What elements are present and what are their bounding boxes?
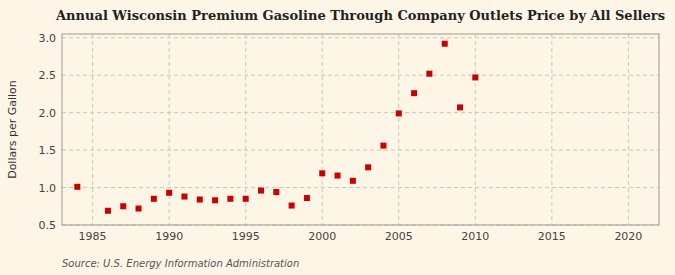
point (289, 203, 295, 209)
y-tick-label: 0.5 (39, 219, 57, 232)
points (74, 41, 478, 214)
point (319, 170, 325, 176)
point (396, 110, 402, 116)
point (365, 164, 371, 170)
x-tick-label: 2010 (461, 230, 489, 243)
plot-frame (62, 34, 659, 225)
point (304, 195, 310, 201)
point (380, 143, 386, 149)
point (181, 194, 187, 200)
point (151, 196, 157, 202)
point (411, 90, 417, 96)
y-tick-label: 1.5 (39, 144, 57, 157)
point (212, 197, 218, 203)
point (243, 196, 249, 202)
grid (62, 34, 659, 225)
point (227, 196, 233, 202)
point (273, 189, 279, 195)
y-tick-label: 2.0 (39, 107, 57, 120)
tick-labels: 1985 1990 1995 2000 2005 2010 2015 2020 0.5 1.0 1.… (39, 32, 643, 243)
point (442, 41, 448, 47)
chart: Annual Wisconsin Premium Gasoline Throug… (0, 0, 675, 275)
grid-line-y (62, 112, 659, 113)
grid-line-y (62, 75, 659, 76)
point (120, 203, 126, 209)
x-tick-label: 1985 (79, 230, 107, 243)
title: Annual Wisconsin Premium Gasoline Throug… (55, 8, 665, 23)
grid-line-y (62, 187, 659, 188)
grid-line-x (398, 34, 399, 225)
x-tick-label: 1995 (232, 230, 260, 243)
source-note: Source: U.S. Energy Information Administ… (62, 258, 299, 269)
point (166, 190, 172, 196)
y-tick-label: 3.0 (39, 32, 57, 45)
grid-line-y (62, 150, 659, 151)
grid-line-x (92, 34, 93, 225)
point (335, 173, 341, 179)
y-tick-label: 1.0 (39, 182, 57, 195)
grid-line-x (169, 34, 170, 225)
point (426, 71, 432, 77)
grid-line-y (62, 37, 659, 38)
point (457, 104, 463, 110)
x-tick-label: 1990 (155, 230, 183, 243)
x-tick-label: 2015 (538, 230, 566, 243)
grid-line-x (475, 34, 476, 225)
x-tick-label: 2005 (385, 230, 413, 243)
point (258, 188, 264, 194)
y-tick-label: 2.5 (39, 69, 57, 82)
y-axis-label: Dollars per Gallon (6, 80, 19, 179)
grid-line-x (551, 34, 552, 225)
x-tick-label: 2000 (308, 230, 336, 243)
x-tick-label: 2020 (614, 230, 642, 243)
grid-line-x (628, 34, 629, 225)
grid-line-x (322, 34, 323, 225)
point (136, 206, 142, 212)
point (197, 197, 203, 203)
point (74, 184, 80, 190)
point (105, 208, 111, 214)
point (350, 178, 356, 184)
point (472, 74, 478, 80)
